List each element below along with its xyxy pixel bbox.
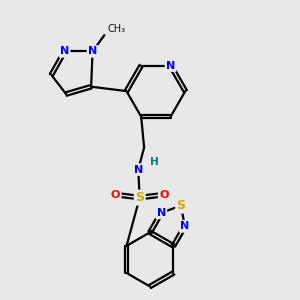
Text: N: N: [180, 221, 189, 231]
Text: N: N: [60, 46, 69, 56]
Text: O: O: [111, 190, 120, 200]
Text: S: S: [135, 191, 144, 204]
Text: CH₃: CH₃: [107, 24, 125, 34]
Text: N: N: [157, 208, 166, 218]
Text: H: H: [150, 157, 159, 167]
Text: S: S: [177, 199, 186, 212]
Text: N: N: [166, 61, 175, 70]
Text: O: O: [159, 190, 169, 200]
Text: N: N: [134, 165, 143, 175]
Text: N: N: [88, 46, 97, 56]
